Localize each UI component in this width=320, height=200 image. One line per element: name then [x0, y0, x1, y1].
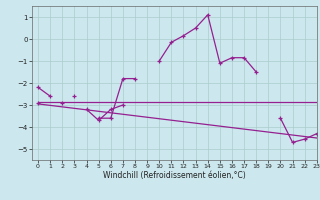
- X-axis label: Windchill (Refroidissement éolien,°C): Windchill (Refroidissement éolien,°C): [103, 171, 246, 180]
